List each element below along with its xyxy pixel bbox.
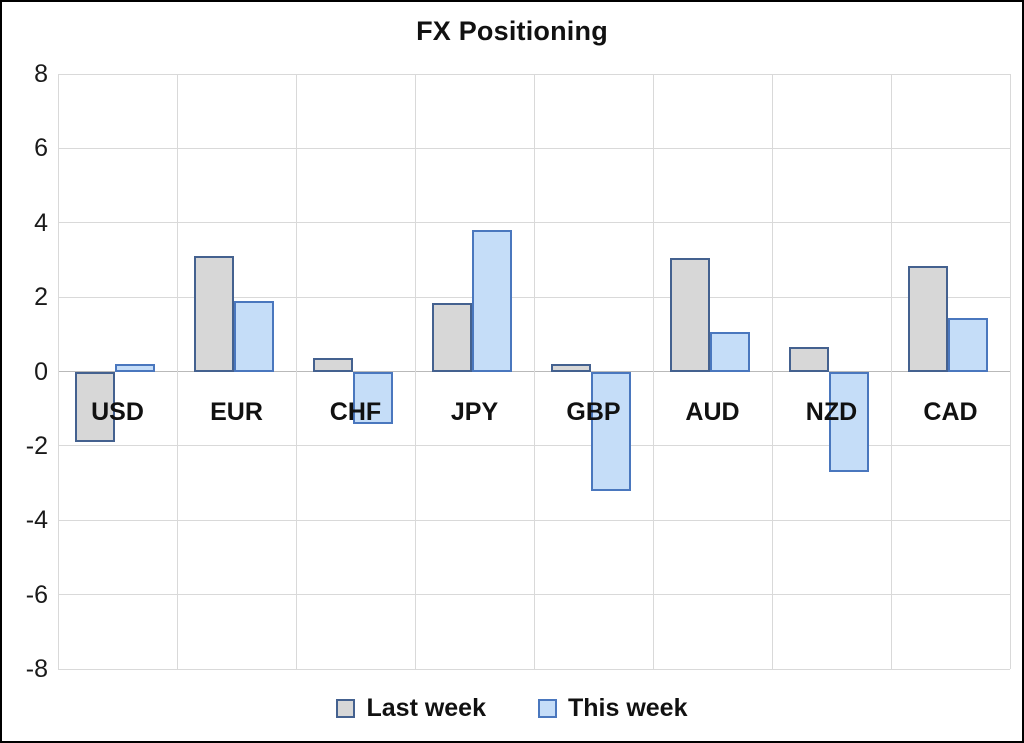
bar-last-week-aud (670, 258, 710, 372)
y-tick-label: -2 (25, 431, 48, 460)
y-tick-label: -8 (25, 655, 48, 683)
category-label-cad: CAD (923, 397, 978, 426)
v-gridline (1009, 74, 1011, 669)
bar-this-week-eur (234, 300, 274, 372)
bar-this-week-jpy (472, 230, 512, 372)
bar-last-week-eur (194, 256, 234, 372)
bar-this-week-gbp (591, 371, 631, 491)
bar-last-week-jpy (432, 302, 472, 372)
v-gridline (771, 74, 773, 669)
v-gridline (652, 74, 654, 669)
bar-last-week-chf (313, 358, 353, 372)
category-label-aud: AUD (685, 397, 740, 426)
bar-last-week-usd (75, 371, 115, 443)
category-label-chf: CHF (329, 397, 382, 426)
category-label-jpy: JPY (450, 397, 499, 426)
category-label-nzd: NZD (805, 397, 858, 426)
v-gridline (176, 74, 178, 669)
category-label-gbp: GBP (566, 397, 621, 426)
bar-this-week-aud (710, 332, 750, 372)
bar-last-week-cad (908, 265, 948, 372)
y-tick-label: 8 (34, 60, 48, 88)
category-label-usd: USD (91, 397, 144, 426)
legend-item-last-week: Last week (336, 694, 486, 723)
last-week-swatch-icon (336, 699, 356, 718)
y-tick-label: -4 (25, 506, 48, 535)
bar-last-week-nzd (789, 347, 829, 372)
v-gridline (57, 74, 59, 669)
legend-label-this-week: This week (568, 694, 688, 722)
this-week-swatch-icon (538, 699, 557, 718)
chart-title: FX Positioning (416, 16, 608, 46)
bar-this-week-usd (115, 364, 155, 372)
v-gridline (414, 74, 416, 669)
h-gridline (58, 668, 1010, 670)
y-tick-label: -6 (25, 580, 48, 609)
bar-this-week-chf (353, 371, 393, 424)
y-tick-label: 4 (34, 208, 48, 237)
y-tick-label: 0 (34, 357, 48, 386)
y-tick-label: 2 (34, 283, 48, 312)
legend: Last week This week (2, 694, 1022, 723)
v-gridline (295, 74, 297, 669)
v-gridline (890, 74, 892, 669)
v-gridline (533, 74, 535, 669)
bar-this-week-nzd (829, 371, 869, 472)
bar-last-week-gbp (551, 364, 591, 372)
legend-label-last-week: Last week (366, 694, 486, 722)
bar-this-week-cad (948, 317, 988, 372)
y-tick-label: 6 (34, 134, 48, 163)
category-label-eur: EUR (210, 397, 263, 426)
legend-item-this-week: This week (538, 694, 688, 723)
